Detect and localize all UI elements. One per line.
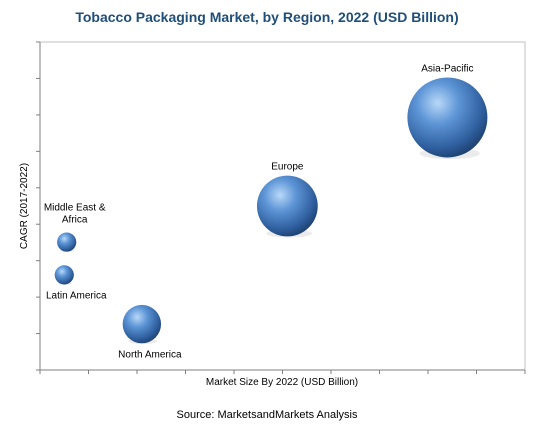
x-axis-label: Market Size By 2022 (USD Billion) xyxy=(206,377,358,388)
bubble-europe xyxy=(256,175,318,237)
bubble-label: Middle East & Africa xyxy=(44,202,106,225)
bubble-label: North America xyxy=(118,349,182,360)
source-note: Source: MarketsandMarkets Analysis xyxy=(177,409,358,421)
axes xyxy=(36,41,526,374)
bubble-asia-pacific xyxy=(407,77,488,158)
bubble-label: Asia-Pacific xyxy=(421,63,473,74)
y-axis-label: CAGR (2017-2022) xyxy=(19,163,30,249)
bubble-label: Europe xyxy=(271,162,304,173)
bubble-label: Latin America xyxy=(46,290,107,301)
bubble-latin-america xyxy=(54,265,74,285)
bubble-labels: Asia-Pacific Europe Middle East & Africa Lat… xyxy=(44,63,474,360)
x-axis-ticks xyxy=(39,370,526,374)
bubbles xyxy=(54,77,488,345)
chart-title: Tobacco Packaging Market, by Region, 202… xyxy=(75,9,458,25)
bubble-north-america xyxy=(122,304,162,344)
y-axis-ticks xyxy=(36,41,40,371)
bubble-middle-east-africa xyxy=(57,232,77,252)
